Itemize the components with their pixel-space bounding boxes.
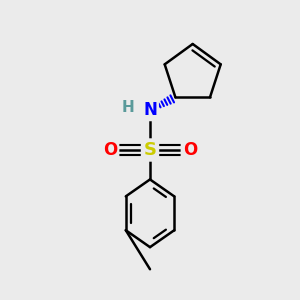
Text: H: H [122, 100, 134, 115]
Text: N: N [143, 101, 157, 119]
Text: O: O [103, 141, 117, 159]
Text: O: O [183, 141, 197, 159]
Text: S: S [143, 141, 157, 159]
